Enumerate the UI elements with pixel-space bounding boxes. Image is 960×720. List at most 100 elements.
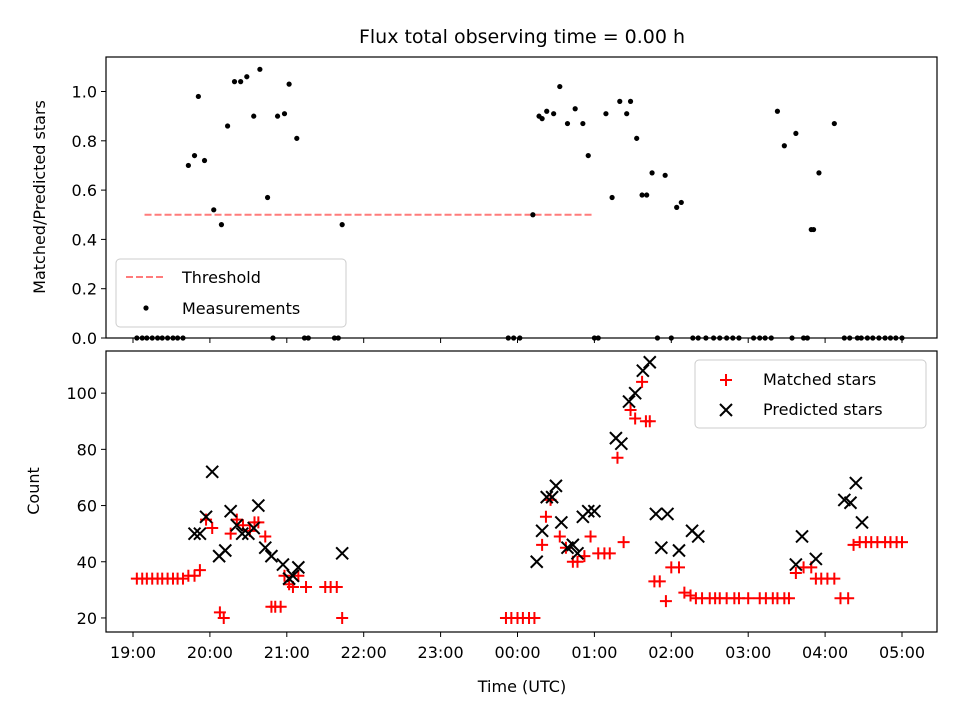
count-marks — [130, 355, 908, 624]
matched-star-point — [789, 566, 802, 579]
y-tick-label: 0.8 — [72, 132, 97, 151]
y-ticks-ratio: 0.0 0.2 0.4 0.6 0.8 1.0 — [72, 83, 106, 348]
measurement-point — [678, 199, 684, 206]
matched-star-point — [536, 538, 549, 551]
predicted-star-point — [291, 560, 306, 575]
predicted-star-point — [187, 526, 202, 541]
matched-star-point — [659, 595, 672, 608]
measurement-point — [609, 194, 615, 201]
predicted-star-point — [614, 437, 629, 451]
measurement-point — [201, 157, 208, 164]
x-tick-label: 21:00 — [264, 643, 310, 662]
predicted-star-point — [654, 540, 669, 555]
matched-star-point — [206, 522, 219, 535]
x-tick-label: 19:00 — [110, 643, 156, 662]
matched-star-point — [217, 611, 230, 624]
matched-star-point — [330, 581, 343, 594]
predicted-star-point — [540, 490, 554, 504]
matched-star-point — [584, 530, 597, 543]
measurement-point — [634, 135, 640, 141]
x-tick-label: 20:00 — [187, 643, 233, 662]
measurement-point — [544, 108, 550, 114]
measurement-point — [639, 192, 645, 198]
measurement-point — [211, 207, 217, 213]
predicted-star-point — [535, 524, 549, 538]
predicted-star-point — [223, 504, 238, 518]
matched-star-point — [539, 510, 552, 523]
measurement-point — [603, 111, 609, 117]
measurement-point — [810, 226, 817, 233]
matched-star-point — [571, 555, 584, 568]
predicted-star-point — [566, 538, 580, 552]
y-tick-label: 100 — [66, 384, 97, 403]
matched-star-point — [842, 592, 855, 605]
matched-star-point — [617, 536, 630, 549]
predicted-star-point — [672, 543, 686, 558]
predicted-star-point — [205, 465, 219, 479]
ratio-legend-box — [115, 258, 347, 328]
matched-star-point — [782, 592, 795, 605]
matched-star-point — [230, 513, 243, 526]
x-ticks-count: 19:00 20:00 21:00 22:00 23:00 00:00 01:00 02:00… — [110, 632, 925, 662]
y-tick-label: 0.0 — [72, 329, 97, 348]
predicted-star-point — [276, 557, 290, 572]
measurement-point — [617, 98, 623, 104]
measurement-point — [294, 135, 300, 141]
predicted-star-point — [235, 526, 249, 541]
matched-star-point — [278, 569, 291, 582]
matched-star-point — [188, 569, 201, 582]
measurement-point — [662, 172, 668, 178]
matched-star-point — [274, 600, 287, 613]
predicted-star-point — [636, 363, 650, 378]
matched-star-point — [653, 575, 666, 588]
predicted-star-point — [554, 515, 569, 530]
y-tick-label: 20 — [77, 609, 97, 628]
matched-star-point — [336, 611, 349, 624]
predicted-star-point — [264, 549, 279, 563]
y-tick-label: 80 — [77, 440, 97, 459]
measurement-point — [191, 152, 198, 159]
matched-star-point — [672, 561, 685, 574]
predicted-star-point — [649, 507, 663, 521]
measurement-point — [238, 79, 244, 85]
y-tick-label: 0.6 — [72, 181, 97, 200]
threshold-legend-label: Threshold — [181, 268, 261, 287]
ratio-plot-frame — [105, 56, 938, 339]
predicted-star-point — [247, 521, 261, 535]
measurement-point — [281, 111, 288, 117]
x-tick-label: 04:00 — [802, 643, 848, 662]
matched-star-point — [742, 592, 755, 605]
measurement-point — [557, 83, 563, 90]
matched-star-point — [847, 538, 860, 551]
predicted-star-point — [581, 504, 595, 518]
predicted-star-point — [258, 540, 272, 555]
matched-star-point — [624, 404, 637, 417]
measurement-point — [816, 170, 822, 176]
count-legend-box — [694, 359, 927, 429]
measurement-point — [624, 111, 630, 117]
predicted-star-point — [218, 543, 232, 558]
predicted-star-point — [849, 476, 863, 490]
count-panel: Count Time (UTC) 20 40 60 80 100 19:00 20:00 2… — [24, 350, 938, 696]
measurement-point — [674, 204, 680, 210]
measurement-point — [274, 113, 281, 119]
x-tick-label: 03:00 — [725, 643, 771, 662]
predicted-star-point — [809, 552, 823, 566]
matched-star-point — [553, 530, 566, 543]
measurement-point — [339, 222, 345, 228]
matched-star-point — [300, 581, 313, 594]
measurement-point — [218, 222, 225, 228]
measurement-point — [286, 81, 292, 87]
predicted-star-point — [855, 515, 869, 530]
x-tick-label: 00:00 — [494, 643, 540, 662]
predicted-star-point — [660, 507, 675, 521]
matched-star-point — [636, 375, 649, 388]
predicted-star-point — [230, 518, 244, 532]
predicted-legend-label: Predicted stars — [763, 400, 883, 419]
matched-star-point — [629, 412, 642, 425]
measurement-point — [627, 98, 634, 104]
matched-star-point — [896, 536, 908, 549]
measurement-point — [649, 170, 655, 176]
measurement-point — [251, 113, 257, 119]
y-tick-label: 0.2 — [72, 280, 97, 299]
